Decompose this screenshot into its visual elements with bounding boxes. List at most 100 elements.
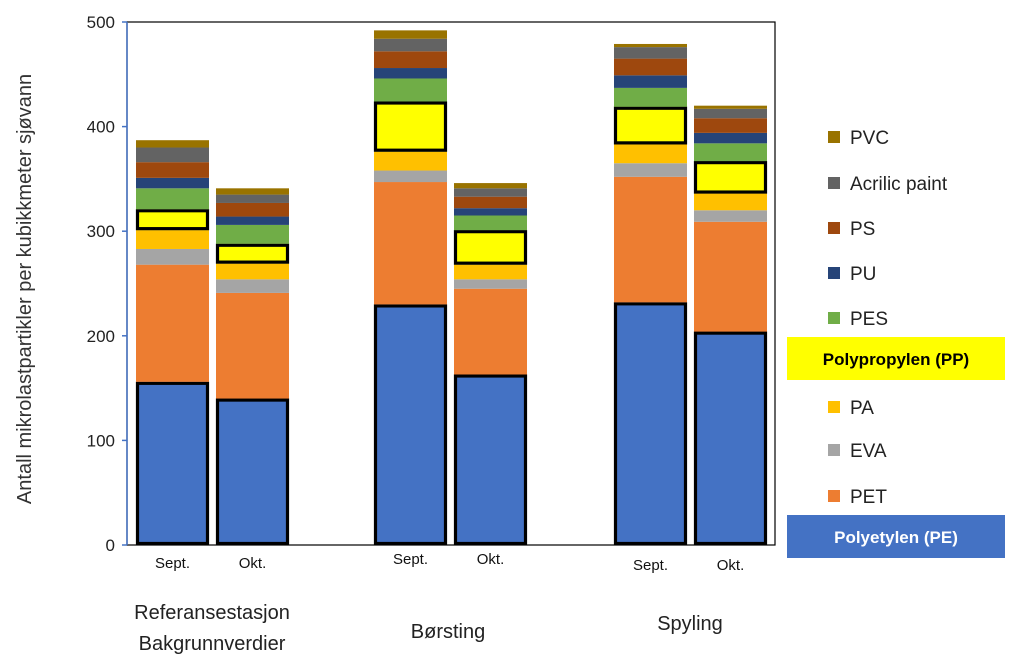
bar-segment-ps [454, 196, 527, 209]
bar-segment-pet [136, 264, 209, 382]
bar-segment-pu [614, 75, 687, 88]
bar-segment-acrilic-paint [216, 194, 289, 203]
bar-segment-pet [694, 221, 767, 332]
bar-segment-acrilic-paint [614, 47, 687, 59]
y-tick-label: 500 [87, 13, 115, 32]
legend-swatch [828, 444, 840, 456]
bars [135, 30, 768, 546]
bar-segment-eva [614, 163, 687, 177]
bar-segment-pa [216, 263, 289, 280]
bar-segment-pu [136, 177, 209, 189]
bar-segment-polyetylen-pe [614, 302, 687, 545]
legend-label: PET [850, 487, 887, 508]
bar-segment-pa [454, 264, 527, 280]
bar-segment-polypropylen-pp [374, 101, 447, 152]
legend-label: PS [850, 219, 875, 240]
bar-segment-pes [374, 78, 447, 102]
bar-segment-pa [374, 151, 447, 171]
legend-highlight-box [787, 337, 1005, 380]
legend-highlight-box [787, 515, 1005, 558]
legend: PVC Acrilic paint PS PU PES Polypropylen (PP)… [787, 128, 1005, 558]
bar-segment-polypropylen-pp [454, 230, 527, 265]
bar-segment-polyetylen-pe [694, 331, 767, 545]
bar-segment-eva [374, 170, 447, 183]
legend-label: Polyetylen (PE) [834, 528, 958, 547]
bar-label: Okt. [717, 557, 745, 574]
bar-segment-polyetylen-pe [136, 381, 209, 545]
bar-segment-pet [614, 176, 687, 303]
bar-segment-pu [454, 208, 527, 216]
y-tick-label: 300 [87, 222, 115, 241]
bar-segment-pvc [694, 105, 767, 109]
bar-segment-pu [374, 68, 447, 79]
bar-segment-pet [374, 182, 447, 305]
bar-label: Okt. [477, 551, 505, 568]
bar-segment-eva [136, 248, 209, 265]
bar-segment-acrilic-paint [374, 38, 447, 52]
bar-label: Sept. [155, 555, 190, 572]
group-label: Referansestasjon [134, 602, 290, 624]
legend-label: PU [850, 264, 876, 285]
axes: 0 100 200 300 400 500 [87, 13, 776, 555]
highlight-outline [613, 106, 688, 145]
highlight-outline [613, 302, 688, 546]
y-tick-label: 0 [106, 536, 115, 555]
bar-segment-polyetylen-pe [454, 374, 527, 545]
x-axis-labels: Sept. Okt. Sept. Okt. Sept. Okt. Referansestas… [134, 551, 744, 655]
bar-segment-pa [614, 144, 687, 164]
highlight-outline [215, 243, 290, 264]
legend-label: PVC [850, 128, 889, 149]
bar-segment-polypropylen-pp [136, 209, 209, 231]
bar-segment-pes [694, 143, 767, 162]
highlight-outline [135, 381, 210, 546]
highlight-outline [373, 304, 448, 546]
bar-segment-ps [694, 118, 767, 133]
highlight-outline [215, 398, 290, 546]
legend-swatch [828, 490, 840, 502]
bar-segment-acrilic-paint [136, 147, 209, 163]
bar-segment-acrilic-paint [694, 108, 767, 119]
legend-swatch [828, 222, 840, 234]
bar-segment-pu [216, 216, 289, 225]
group-label: Bakgrunnverdier [139, 633, 286, 655]
bar-segment-ps [216, 202, 289, 217]
y-tick-label: 400 [87, 118, 115, 137]
legend-label: Polypropylen (PP) [823, 350, 969, 369]
legend-swatch [828, 177, 840, 189]
bar-segment-pvc [614, 43, 687, 48]
legend-swatch [828, 401, 840, 413]
highlight-outline [373, 101, 448, 152]
bar-segment-pa [136, 230, 209, 249]
highlight-outline [135, 209, 210, 231]
legend-swatch [828, 267, 840, 279]
legend-label: PES [850, 309, 888, 330]
y-tick-label: 200 [87, 327, 115, 346]
bar-segment-polyetylen-pe [374, 304, 447, 545]
bar-segment-pet [216, 292, 289, 399]
bar-segment-polypropylen-pp [694, 161, 767, 194]
bar-segment-pvc [374, 30, 447, 39]
bar-segment-eva [454, 279, 527, 289]
bar-segment-eva [694, 210, 767, 222]
bar-segment-pa [694, 193, 767, 211]
bar-segment-pvc [216, 188, 289, 195]
bar-segment-pes [216, 224, 289, 244]
bar-label: Okt. [239, 555, 267, 572]
bar-segment-pvc [136, 140, 209, 148]
legend-swatch [828, 312, 840, 324]
y-tick-label: 100 [87, 431, 115, 450]
legend-label: EVA [850, 441, 887, 462]
bar-label: Sept. [633, 557, 668, 574]
group-label: Børsting [411, 621, 485, 643]
highlight-outline [693, 331, 768, 546]
bar-segment-ps [614, 58, 687, 76]
bar-segment-polypropylen-pp [216, 243, 289, 264]
bar-segment-pes [454, 215, 527, 231]
highlight-outline [693, 161, 768, 194]
bar-segment-pet [454, 288, 527, 375]
bar-segment-acrilic-paint [454, 188, 527, 197]
bar-segment-pes [136, 188, 209, 210]
y-axis-label: Antall mikrolastpartikler per kubikkmete… [14, 73, 36, 505]
highlight-outline [453, 230, 528, 265]
